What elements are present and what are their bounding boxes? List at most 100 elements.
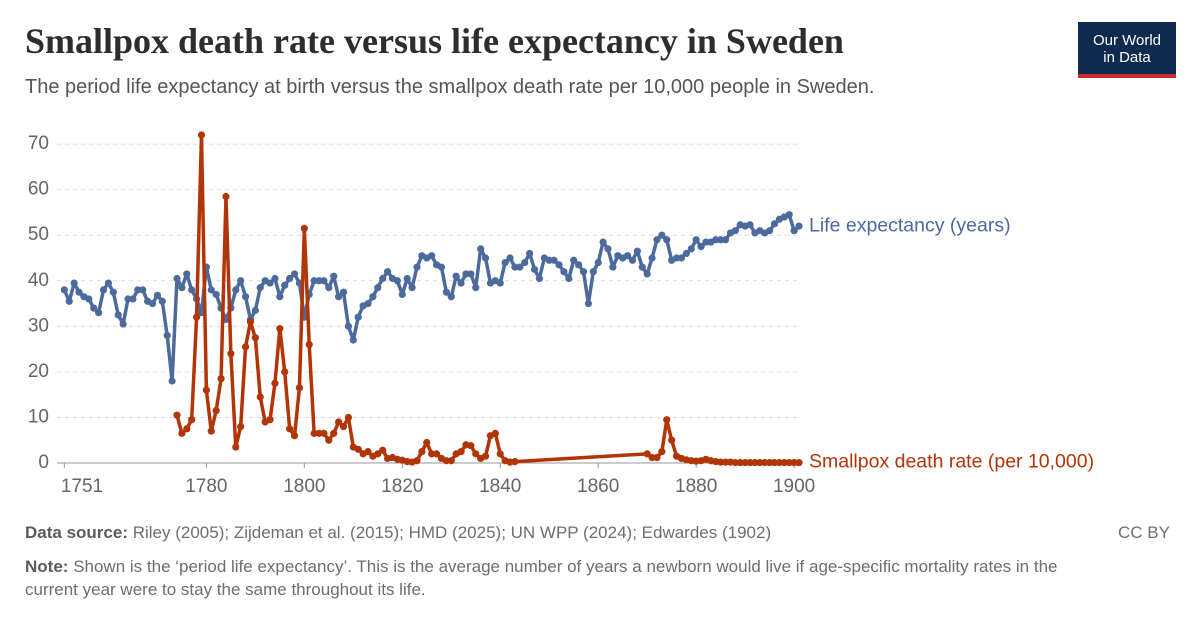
data-point <box>85 295 93 303</box>
data-point <box>481 254 490 262</box>
data-point <box>320 429 328 437</box>
data-point <box>354 445 362 453</box>
data-point <box>374 450 382 458</box>
data-point <box>207 286 215 294</box>
data-point <box>129 295 137 303</box>
data-point <box>271 379 279 387</box>
data-point <box>623 252 632 260</box>
data-point <box>295 384 304 392</box>
data-point <box>325 284 333 292</box>
data-point <box>766 227 774 235</box>
data-point <box>75 288 83 296</box>
source-text: Riley (2005); Zijdeman et al. (2015); HM… <box>132 523 772 542</box>
data-point <box>393 277 401 285</box>
data-point <box>339 422 348 431</box>
data-point <box>795 458 803 467</box>
data-point <box>320 277 328 285</box>
data-point <box>109 288 117 296</box>
y-tick-label: 50 <box>28 224 49 245</box>
data-point <box>153 291 162 299</box>
data-point <box>178 284 186 292</box>
logo-text: in Data <box>1103 49 1151 66</box>
data-point <box>383 268 392 276</box>
data-point <box>183 425 191 433</box>
data-point <box>604 245 612 253</box>
data-point <box>408 284 416 292</box>
data-point <box>403 274 411 283</box>
data-point <box>173 411 181 419</box>
data-point <box>251 334 259 342</box>
data-point <box>526 249 534 258</box>
data-point <box>335 418 343 426</box>
license[interactable]: CC BY <box>1118 523 1170 542</box>
logo[interactable]: Our World in Data <box>1078 22 1176 78</box>
data-point <box>192 313 201 321</box>
data-point <box>286 274 294 283</box>
data-point <box>501 258 509 267</box>
data-point <box>643 270 651 278</box>
data-point <box>241 293 250 301</box>
data-point <box>633 247 641 255</box>
data-point <box>677 254 686 262</box>
data-point <box>379 446 387 454</box>
data-point <box>266 279 274 287</box>
data-point <box>246 318 255 326</box>
data-point <box>139 286 147 294</box>
data-point <box>491 429 499 437</box>
data-point <box>575 261 583 269</box>
data-point <box>300 224 308 232</box>
data-point <box>99 286 108 294</box>
data-point <box>511 458 519 466</box>
data-point <box>65 297 73 305</box>
data-point <box>447 457 455 465</box>
series-label: Life expectancy (years) <box>809 214 1011 236</box>
data-point <box>339 288 348 296</box>
data-point <box>232 443 240 451</box>
data-point <box>188 416 196 424</box>
data-point <box>565 274 573 283</box>
data-point <box>795 222 803 230</box>
data-point <box>281 281 289 289</box>
data-point <box>237 277 245 285</box>
data-point <box>530 265 539 273</box>
data-point <box>653 453 661 462</box>
data-point <box>467 442 475 450</box>
data-point <box>770 220 779 228</box>
data-point <box>496 450 504 458</box>
data-point <box>60 286 68 294</box>
data-point <box>256 393 264 401</box>
data-point <box>202 386 210 394</box>
data-point <box>560 268 568 276</box>
data-point <box>663 236 671 244</box>
data-point <box>90 304 98 312</box>
series-line <box>175 133 799 465</box>
data-point <box>609 263 617 271</box>
x-tick-label: 1820 <box>381 476 423 497</box>
data-point <box>477 245 485 253</box>
data-point <box>418 448 426 456</box>
data-point <box>746 221 754 229</box>
data-point <box>584 299 592 308</box>
data-point <box>697 243 705 251</box>
logo-text: Our World <box>1092 32 1162 49</box>
data-point <box>290 270 299 278</box>
data-point <box>467 270 475 278</box>
data-point <box>692 236 700 244</box>
x-tick-label: 1780 <box>185 476 227 497</box>
data-point <box>663 416 671 424</box>
chart-title: Smallpox death rate versus life expectan… <box>25 21 844 61</box>
data-point <box>472 450 480 458</box>
data-point <box>437 263 446 271</box>
data-point <box>579 268 588 276</box>
data-point <box>104 279 113 287</box>
x-tick-label: 1800 <box>283 476 325 497</box>
data-point <box>344 413 353 422</box>
data-point <box>731 227 739 235</box>
data-point <box>658 448 666 456</box>
data-point <box>70 279 78 287</box>
data-point <box>555 261 563 269</box>
data-point <box>682 249 690 258</box>
data-point <box>481 452 490 460</box>
